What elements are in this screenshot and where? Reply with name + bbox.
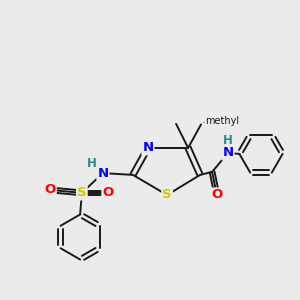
Text: H: H	[87, 157, 96, 170]
Text: O: O	[211, 188, 223, 202]
Text: N: N	[142, 141, 154, 154]
Text: methyl: methyl	[206, 116, 240, 127]
Text: N: N	[222, 146, 234, 160]
Text: S: S	[77, 186, 87, 200]
Text: H: H	[223, 134, 233, 147]
Text: S: S	[162, 188, 172, 202]
Text: N: N	[97, 167, 109, 180]
Text: methyl: methyl	[202, 122, 207, 123]
Text: O: O	[44, 183, 56, 196]
Text: O: O	[102, 186, 114, 200]
